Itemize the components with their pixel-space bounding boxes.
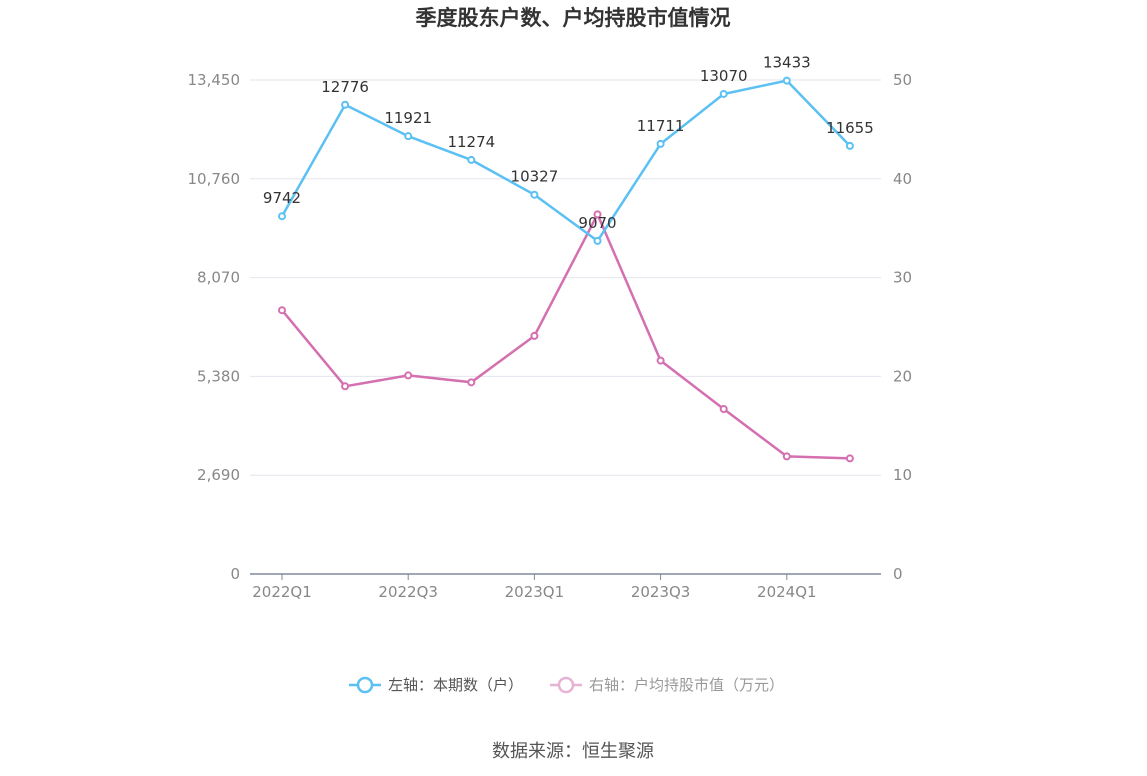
left-tick-label: 2,690 — [197, 466, 240, 484]
data-point — [404, 132, 413, 141]
data-point — [845, 141, 854, 150]
legend-item-1: 左轴：本期数（户） — [349, 676, 523, 694]
data-label: 11655 — [826, 119, 874, 137]
left-tick-label: 0 — [230, 565, 240, 583]
legend-label: 左轴：本期数（户） — [388, 676, 523, 694]
x-tick-label: 2023Q1 — [505, 583, 565, 601]
data-point — [719, 405, 728, 414]
data-point — [719, 89, 728, 98]
x-tick-label: 2022Q1 — [252, 583, 312, 601]
x-tick-label: 2023Q3 — [631, 583, 691, 601]
right-tick-label: 20 — [893, 367, 912, 385]
series-line-1 — [280, 79, 851, 243]
x-tick-label: 2024Q1 — [757, 583, 817, 601]
data-point — [845, 454, 854, 463]
data-point — [782, 452, 791, 461]
chart-title: 季度股东户数、户均持股市值情况 — [416, 6, 731, 30]
right-tick-label: 0 — [893, 565, 903, 583]
series-line-2 — [281, 213, 850, 460]
source-note: 数据来源：恒生聚源 — [492, 741, 654, 762]
x-tick-label: 2022Q3 — [378, 583, 438, 601]
left-tick-label: 10,760 — [188, 170, 241, 188]
data-point — [593, 236, 602, 245]
right-tick-label: 40 — [893, 170, 912, 188]
data-point — [530, 331, 539, 340]
right-tick-label: 50 — [893, 71, 912, 89]
data-point — [341, 100, 350, 109]
data-point — [278, 306, 286, 315]
data-label: 11921 — [384, 109, 432, 127]
data-point — [530, 190, 539, 199]
legend: 左轴：本期数（户） 右轴：户均持股市值（万元） — [349, 676, 784, 694]
data-label: 13070 — [700, 67, 748, 85]
data-point — [341, 382, 350, 391]
legend-marker — [356, 676, 374, 694]
data-point — [467, 378, 476, 387]
data-label: 10327 — [511, 168, 559, 186]
series-lines — [280, 79, 851, 460]
data-label: 9742 — [263, 189, 301, 207]
data-point — [278, 212, 286, 221]
data-point — [656, 356, 665, 365]
data-label: 11274 — [447, 133, 495, 151]
data-label: 13433 — [763, 54, 811, 72]
left-tick-label: 13,450 — [188, 71, 241, 89]
data-label: 12776 — [321, 78, 369, 96]
left-tick-label: 8,070 — [197, 269, 240, 287]
data-point — [593, 210, 602, 219]
data-labels: 9742 12776 11921 11274 10327 9070 11711 13070 13… — [263, 54, 874, 232]
right-tick-label: 30 — [893, 269, 912, 287]
right-tick-label: 10 — [893, 466, 912, 484]
data-point — [404, 371, 413, 380]
legend-item-2: 右轴：户均持股市值（万元） — [550, 676, 784, 694]
series-points — [278, 76, 854, 463]
legend-marker — [557, 676, 575, 694]
data-point — [656, 139, 665, 148]
data-label: 9070 — [578, 214, 616, 232]
legend-label: 右轴：户均持股市值（万元） — [589, 676, 784, 694]
data-point — [782, 76, 791, 85]
data-label: 11711 — [637, 117, 685, 135]
data-point — [467, 155, 476, 164]
axes: 0 0 2,690 10 5,380 20 8,070 30 10,760 40 13,450 50 2… — [188, 71, 913, 601]
left-tick-label: 5,380 — [197, 367, 240, 385]
